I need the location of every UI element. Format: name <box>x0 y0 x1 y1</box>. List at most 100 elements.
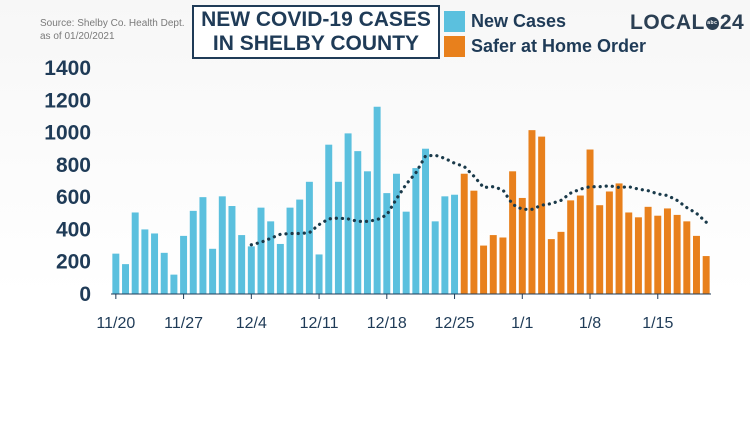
bar-new-cases <box>363 171 371 294</box>
bar-safer-at-home <box>596 205 604 294</box>
bar-safer-at-home <box>567 200 575 294</box>
bar-safer-at-home <box>499 237 507 294</box>
bar-new-cases <box>431 221 439 294</box>
bar-safer-at-home <box>470 190 478 294</box>
title-line-2: IN SHELBY COUNTY <box>212 32 420 55</box>
y-tick-label: 0 <box>79 283 91 306</box>
bar-safer-at-home <box>480 245 488 294</box>
bar-new-cases <box>451 194 459 294</box>
bar-new-cases <box>334 181 342 294</box>
x-tick-label: 12/4 <box>236 315 267 332</box>
x-tick-label: 12/18 <box>367 315 407 332</box>
y-tick-label: 800 <box>56 154 91 177</box>
bar-new-cases <box>296 199 304 294</box>
bar-new-cases <box>209 248 217 294</box>
legend-swatch-safer-at-home <box>444 36 465 57</box>
x-tick-label: 1/8 <box>579 315 601 332</box>
logo-text-right: 24 <box>719 11 745 34</box>
bar-safer-at-home <box>518 197 526 294</box>
bar-safer-at-home <box>460 173 468 294</box>
x-tick-label: 12/11 <box>300 315 339 332</box>
y-tick-label: 1000 <box>44 122 91 145</box>
legend-safer-at-home: Safer at Home Order <box>444 36 646 57</box>
bar-new-cases <box>180 235 188 294</box>
bar-new-cases <box>122 264 129 294</box>
bar-safer-at-home <box>673 214 681 294</box>
bar-new-cases <box>286 207 294 294</box>
bar-safer-at-home <box>538 136 546 294</box>
bars-group <box>112 106 710 294</box>
legend-label-new-cases: New Cases <box>471 11 567 31</box>
bar-new-cases <box>305 181 313 294</box>
y-axis: 0 200 400 600 800 1000 1200 1400 <box>44 57 91 306</box>
y-tick-label: 400 <box>56 218 91 241</box>
x-tick-label: 1/15 <box>642 315 673 332</box>
bar-new-cases <box>141 229 149 294</box>
bar-safer-at-home <box>702 256 710 294</box>
y-tick-label: 1400 <box>44 57 91 80</box>
bar-new-cases <box>441 196 449 294</box>
bar-safer-at-home <box>663 208 671 294</box>
x-tick-label: 11/27 <box>164 315 203 332</box>
bar-safer-at-home <box>557 231 565 294</box>
logo-abc-ring: abc <box>705 16 719 30</box>
bar-new-cases <box>373 106 381 294</box>
bar-new-cases <box>199 197 207 294</box>
bar-safer-at-home <box>586 149 594 294</box>
bar-new-cases <box>238 235 246 294</box>
bar-safer-at-home <box>547 239 555 294</box>
y-tick-label: 600 <box>56 186 91 209</box>
y-tick-label: 1200 <box>44 89 91 112</box>
bar-safer-at-home <box>509 171 517 294</box>
bar-new-cases <box>344 133 352 294</box>
bar-new-cases <box>218 196 226 294</box>
bar-safer-at-home <box>683 221 691 294</box>
x-tick-label: 12/25 <box>435 315 475 332</box>
bar-safer-at-home <box>489 235 497 294</box>
bar-new-cases <box>189 210 197 294</box>
source-note: Source: Shelby Co. Health Dept. as of 01… <box>40 17 185 43</box>
bar-new-cases <box>170 274 178 294</box>
bar-safer-at-home <box>654 215 662 294</box>
bar-new-cases <box>315 254 323 294</box>
bar-new-cases <box>228 206 236 294</box>
bar-new-cases <box>257 207 265 294</box>
bar-safer-at-home <box>634 217 642 294</box>
station-logo: LOCAL abc 24 <box>630 8 744 38</box>
bar-new-cases <box>267 221 275 294</box>
bar-new-cases <box>247 246 255 294</box>
bar-new-cases <box>151 233 159 294</box>
bar-new-cases <box>412 168 420 294</box>
bar-safer-at-home <box>693 235 700 294</box>
bar-new-cases <box>422 148 429 294</box>
x-tick-label: 11/20 <box>96 315 135 332</box>
x-tick-label: 1/1 <box>511 315 533 332</box>
bar-safer-at-home <box>528 130 536 294</box>
chart-title: NEW COVID-19 CASES IN SHELBY COUNTY <box>192 5 440 59</box>
bar-new-cases <box>393 173 400 294</box>
y-tick-label: 200 <box>56 251 91 274</box>
bar-new-cases <box>160 252 168 294</box>
x-axis: 11/20 11/27 12/4 12/11 12/18 12/25 1/1 1/8 1/15 <box>96 293 711 332</box>
logo-text-left: LOCAL <box>630 11 705 34</box>
source-line: Source: Shelby Co. Health Dept. <box>40 18 185 29</box>
legend-new-cases: New Cases <box>444 11 566 32</box>
bar-safer-at-home <box>644 206 652 294</box>
bar-new-cases <box>402 211 410 294</box>
title-line-1: NEW COVID-19 CASES <box>201 8 431 31</box>
bar-new-cases <box>112 253 120 294</box>
legend-swatch-new-cases <box>444 11 465 32</box>
bar-new-cases <box>383 193 391 294</box>
bar-new-cases <box>354 151 362 294</box>
bar-safer-at-home <box>625 212 633 294</box>
trend-line <box>249 153 708 247</box>
legend-label-safer-at-home: Safer at Home Order <box>471 36 647 56</box>
bar-new-cases <box>131 212 139 294</box>
bar-safer-at-home <box>615 183 623 294</box>
bar-safer-at-home <box>605 191 613 294</box>
bar-new-cases <box>276 243 284 294</box>
source-date: as of 01/20/2021 <box>40 31 115 42</box>
trend-polyline <box>249 153 708 247</box>
bar-safer-at-home <box>576 195 584 294</box>
